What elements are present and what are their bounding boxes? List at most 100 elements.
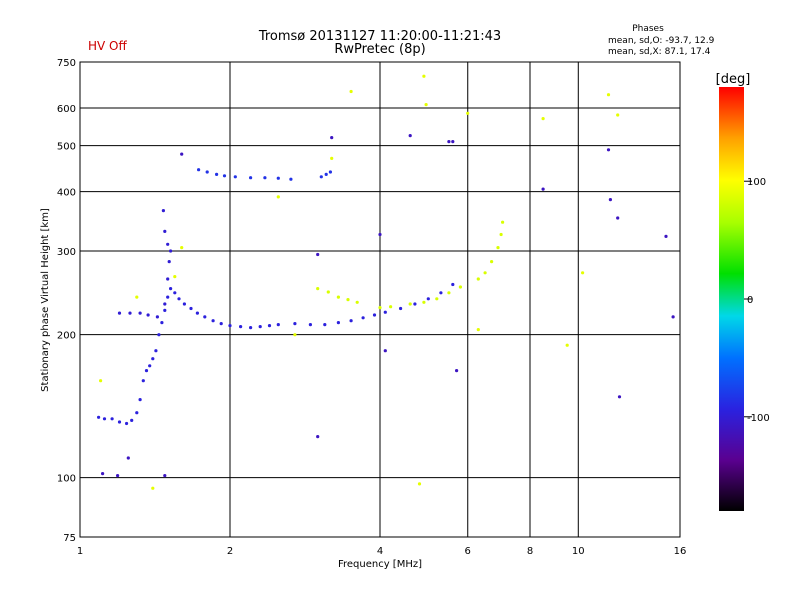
data-point	[413, 302, 417, 306]
data-point	[197, 168, 201, 172]
data-point	[293, 333, 297, 337]
data-point	[447, 140, 451, 144]
data-point	[263, 176, 267, 180]
data-point	[117, 420, 122, 424]
data-point	[157, 333, 161, 337]
data-point	[499, 232, 503, 237]
y-axis-ticks: 75 100 200 300 400 500 600 750	[57, 58, 76, 544]
data-point	[336, 295, 340, 299]
data-point	[330, 156, 334, 160]
data-point	[151, 357, 155, 361]
data-point	[258, 325, 262, 329]
data-point	[155, 315, 159, 319]
data-point	[424, 103, 428, 107]
data-point	[160, 321, 164, 325]
data-point	[293, 322, 297, 326]
data-point	[664, 234, 668, 238]
data-point	[173, 291, 177, 295]
x-tick-label: 2	[227, 546, 233, 557]
data-point	[316, 252, 320, 257]
data-point	[144, 369, 149, 373]
data-point	[346, 298, 350, 302]
data-point	[169, 287, 173, 291]
data-point	[169, 249, 173, 253]
x-tick-label: 16	[674, 546, 687, 557]
data-point	[128, 311, 132, 315]
x-tick-label: 4	[377, 546, 383, 557]
data-point	[476, 277, 480, 281]
data-point	[161, 209, 165, 213]
data-point	[163, 229, 167, 233]
data-point	[126, 456, 130, 460]
data-point	[319, 175, 323, 179]
x-tick-label: 1	[77, 546, 83, 557]
data-point	[222, 174, 227, 178]
data-point	[182, 302, 186, 306]
data-point	[154, 349, 158, 353]
data-point	[102, 417, 107, 421]
colorbar-tick-label: 0	[747, 295, 753, 306]
hv-status: HV Off	[88, 39, 127, 53]
data-point	[163, 302, 167, 306]
data-point	[141, 379, 145, 383]
data-point	[166, 295, 170, 299]
data-point	[267, 324, 272, 328]
data-point	[205, 170, 209, 174]
data-point	[276, 176, 280, 180]
x-axis-ticks: 1 2 4 6 8 10 16	[77, 546, 687, 557]
data-point	[408, 134, 412, 138]
colorbar-gradient	[719, 87, 744, 511]
data-point	[146, 313, 150, 317]
data-point	[671, 315, 675, 319]
data-point	[581, 271, 585, 275]
data-point	[458, 285, 462, 289]
y-tick-label: 600	[57, 104, 76, 115]
data-points	[97, 74, 675, 490]
y-tick-label: 750	[57, 58, 76, 69]
data-point	[496, 246, 500, 250]
data-point	[289, 177, 293, 181]
stats-line-x: mean, sd,X: 87.1, 17.4	[608, 47, 711, 57]
data-point	[151, 486, 155, 490]
data-point	[228, 324, 232, 328]
data-point	[163, 474, 167, 478]
y-axis-label: Stationary phase Virtual Height [km]	[40, 208, 51, 392]
data-point	[372, 313, 377, 317]
data-point	[565, 343, 569, 347]
data-point	[215, 172, 219, 176]
data-point	[276, 195, 280, 199]
data-point	[125, 421, 129, 426]
data-point	[110, 417, 114, 421]
data-point	[163, 308, 167, 312]
data-point	[166, 277, 170, 281]
x-axis-label: Frequency [MHz]	[338, 559, 422, 570]
y-tick-label: 100	[57, 474, 76, 485]
data-point	[606, 93, 611, 97]
data-point	[316, 287, 320, 291]
colorbar-tick-label: 100	[747, 177, 766, 188]
data-point	[349, 319, 353, 323]
data-point	[501, 220, 505, 224]
data-point	[378, 306, 382, 310]
data-point	[466, 111, 470, 115]
data-point	[308, 323, 312, 327]
data-point	[138, 398, 142, 402]
colorbar: [deg] 100 0 -100	[716, 72, 770, 511]
data-point	[99, 379, 103, 383]
data-point	[426, 297, 430, 301]
data-point	[422, 74, 426, 78]
data-point	[249, 176, 253, 180]
data-point	[455, 369, 459, 373]
data-point	[383, 310, 387, 314]
data-point	[316, 435, 320, 439]
data-point	[451, 140, 455, 144]
colorbar-unit-label: [deg]	[716, 72, 751, 87]
data-point	[617, 395, 622, 399]
data-point	[167, 260, 171, 264]
data-point	[490, 260, 494, 264]
plot-area: 1 2 4 6 8 10 16 75 100 200 300 400 500 600 750	[57, 58, 686, 557]
colorbar-tick-label: -100	[747, 413, 770, 424]
data-point	[180, 246, 184, 250]
data-point	[435, 297, 439, 301]
